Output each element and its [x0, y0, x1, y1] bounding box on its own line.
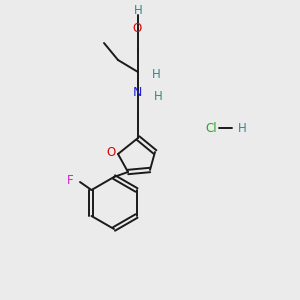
Text: H: H [154, 91, 162, 103]
Text: H: H [152, 68, 160, 82]
Text: O: O [132, 22, 142, 34]
Text: O: O [106, 146, 116, 160]
Text: F: F [67, 175, 73, 188]
Text: H: H [134, 4, 142, 16]
Text: N: N [132, 86, 142, 100]
Text: H: H [238, 122, 246, 134]
Text: Cl: Cl [205, 122, 217, 134]
